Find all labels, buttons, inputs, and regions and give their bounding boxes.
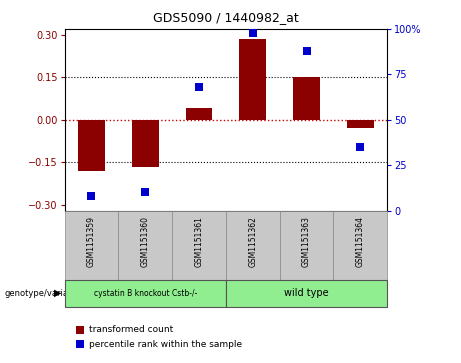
Bar (239, 39, 266, 120)
Text: GSM1151361: GSM1151361 (195, 216, 203, 267)
Text: GSM1151362: GSM1151362 (248, 216, 257, 267)
Point (88, 193, 95, 199)
Bar (78, 120, 105, 171)
Bar (132, 120, 159, 167)
Text: transformed count: transformed count (89, 325, 173, 334)
Point (249, 30, 256, 36)
Text: GSM1151363: GSM1151363 (302, 216, 311, 267)
Bar (185, 109, 213, 120)
Text: cystatin B knockout Cstb-/-: cystatin B knockout Cstb-/- (94, 289, 197, 298)
Text: ▶: ▶ (54, 288, 61, 298)
Text: percentile rank within the sample: percentile rank within the sample (89, 340, 242, 349)
Point (303, 48, 310, 54)
Text: GSM1151360: GSM1151360 (141, 216, 150, 267)
Text: GSM1151364: GSM1151364 (356, 216, 365, 267)
Bar (293, 77, 320, 120)
Point (195, 84, 203, 90)
Text: GSM1151359: GSM1151359 (87, 216, 96, 267)
Point (357, 144, 364, 150)
Bar (347, 120, 374, 128)
Point (142, 189, 149, 195)
Title: GDS5090 / 1440982_at: GDS5090 / 1440982_at (153, 11, 299, 24)
Text: wild type: wild type (284, 288, 329, 298)
Text: genotype/variation: genotype/variation (5, 289, 85, 298)
